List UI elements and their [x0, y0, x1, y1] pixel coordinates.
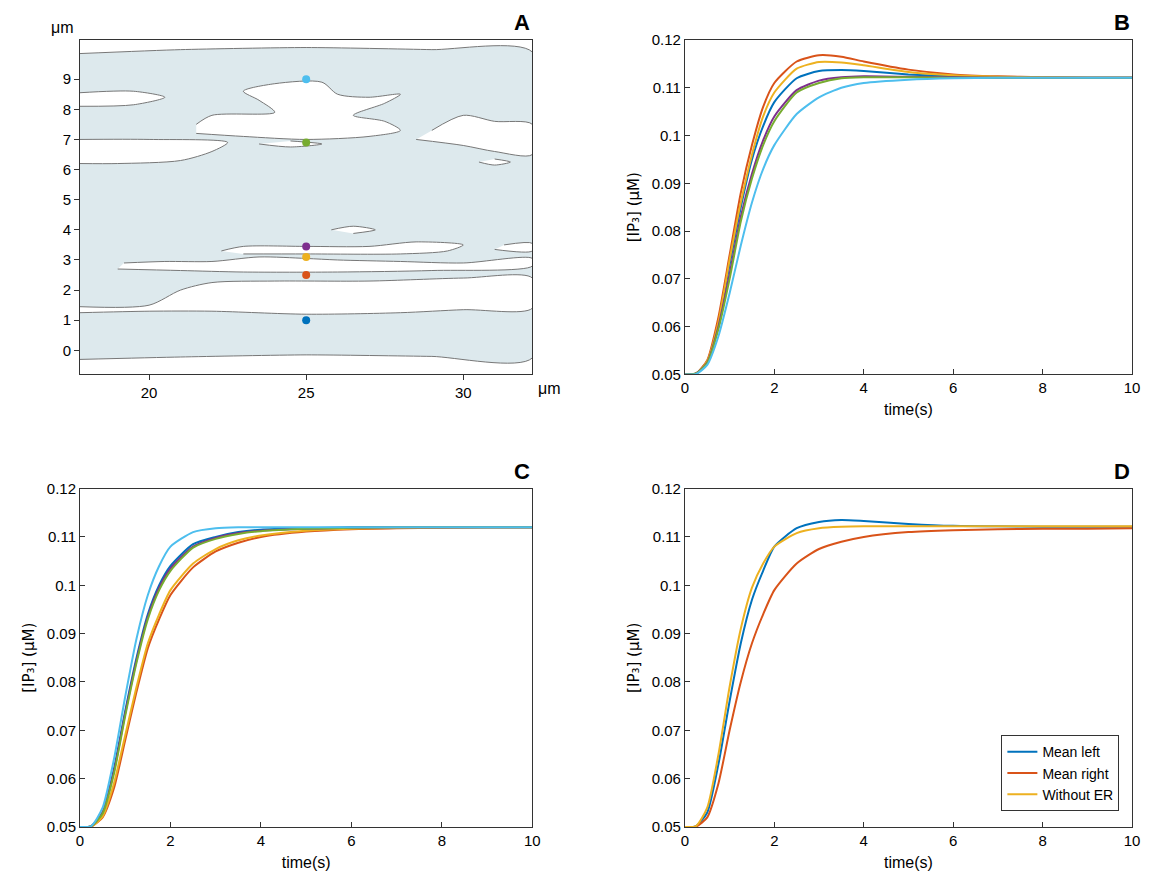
svg-text:0.06: 0.06 [652, 770, 681, 787]
svg-text:8: 8 [63, 101, 71, 118]
svg-text:0.09: 0.09 [652, 625, 681, 642]
svg-text:4: 4 [860, 832, 868, 849]
svg-text:0.11: 0.11 [48, 528, 76, 545]
svg-text:6: 6 [63, 161, 71, 178]
svg-text:20: 20 [141, 384, 158, 401]
svg-text:6: 6 [949, 832, 957, 849]
svg-text:30: 30 [455, 384, 472, 401]
svg-text:4: 4 [860, 379, 868, 396]
svg-text:8: 8 [1038, 832, 1046, 849]
svg-text:10: 10 [1124, 832, 1141, 849]
svg-text:8: 8 [1038, 379, 1046, 396]
svg-text:0: 0 [76, 832, 84, 849]
svg-text:2: 2 [770, 832, 778, 849]
svg-text:Mean right: Mean right [1042, 766, 1108, 782]
svg-text:25: 25 [298, 384, 315, 401]
svg-text:0.1: 0.1 [55, 577, 76, 594]
svg-text:0.09: 0.09 [47, 625, 76, 642]
svg-text:0.06: 0.06 [47, 770, 76, 787]
svg-text:time(s): time(s) [282, 854, 331, 871]
svg-text:Mean left: Mean left [1042, 744, 1100, 760]
svg-text:B: B [1114, 10, 1130, 35]
svg-text:0.12: 0.12 [652, 480, 681, 497]
svg-text:2: 2 [770, 379, 778, 396]
svg-text:D: D [1114, 459, 1130, 484]
svg-text:0.05: 0.05 [652, 818, 681, 835]
svg-text:0.11: 0.11 [653, 528, 681, 545]
svg-text:0.1: 0.1 [660, 577, 681, 594]
svg-text:10: 10 [524, 832, 541, 849]
svg-text:3: 3 [63, 251, 71, 268]
svg-text:0.09: 0.09 [652, 175, 681, 192]
svg-text:9: 9 [63, 70, 71, 87]
svg-text:μm: μm [538, 380, 561, 397]
svg-text:A: A [514, 10, 530, 35]
svg-text:2: 2 [63, 281, 71, 298]
svg-text:0.08: 0.08 [652, 673, 681, 690]
svg-text:0.07: 0.07 [652, 270, 681, 287]
svg-text:0.07: 0.07 [47, 722, 76, 739]
svg-text:0.05: 0.05 [47, 818, 76, 835]
svg-text:2: 2 [166, 832, 174, 849]
svg-text:0.12: 0.12 [47, 480, 76, 497]
svg-text:time(s): time(s) [884, 854, 933, 871]
svg-text:0: 0 [63, 342, 71, 359]
svg-text:1: 1 [63, 311, 71, 328]
svg-text:0.08: 0.08 [652, 222, 681, 239]
svg-text:[IP₃] (μM): [IP₃] (μM) [625, 172, 643, 242]
svg-text:6: 6 [949, 379, 957, 396]
svg-text:0.1: 0.1 [660, 127, 681, 144]
svg-text:8: 8 [438, 832, 446, 849]
svg-text:0: 0 [681, 379, 689, 396]
svg-text:[IP₃] (μM): [IP₃] (μM) [20, 623, 38, 693]
svg-text:0: 0 [681, 832, 689, 849]
svg-text:μm: μm [51, 19, 74, 36]
svg-text:0.05: 0.05 [652, 366, 681, 383]
svg-text:0.12: 0.12 [652, 31, 681, 48]
svg-text:6: 6 [347, 832, 355, 849]
svg-text:C: C [514, 459, 530, 484]
svg-text:Without ER: Without ER [1042, 787, 1113, 803]
svg-text:4: 4 [257, 832, 265, 849]
svg-text:5: 5 [63, 191, 71, 208]
svg-text:10: 10 [1124, 379, 1141, 396]
svg-text:0.07: 0.07 [652, 722, 681, 739]
svg-text:4: 4 [63, 221, 71, 238]
svg-text:[IP₃] (μM): [IP₃] (μM) [625, 623, 643, 693]
svg-text:time(s): time(s) [884, 401, 933, 418]
svg-text:0.06: 0.06 [652, 318, 681, 335]
svg-text:7: 7 [63, 131, 71, 148]
svg-text:0.11: 0.11 [653, 79, 681, 96]
svg-text:0.08: 0.08 [47, 673, 76, 690]
